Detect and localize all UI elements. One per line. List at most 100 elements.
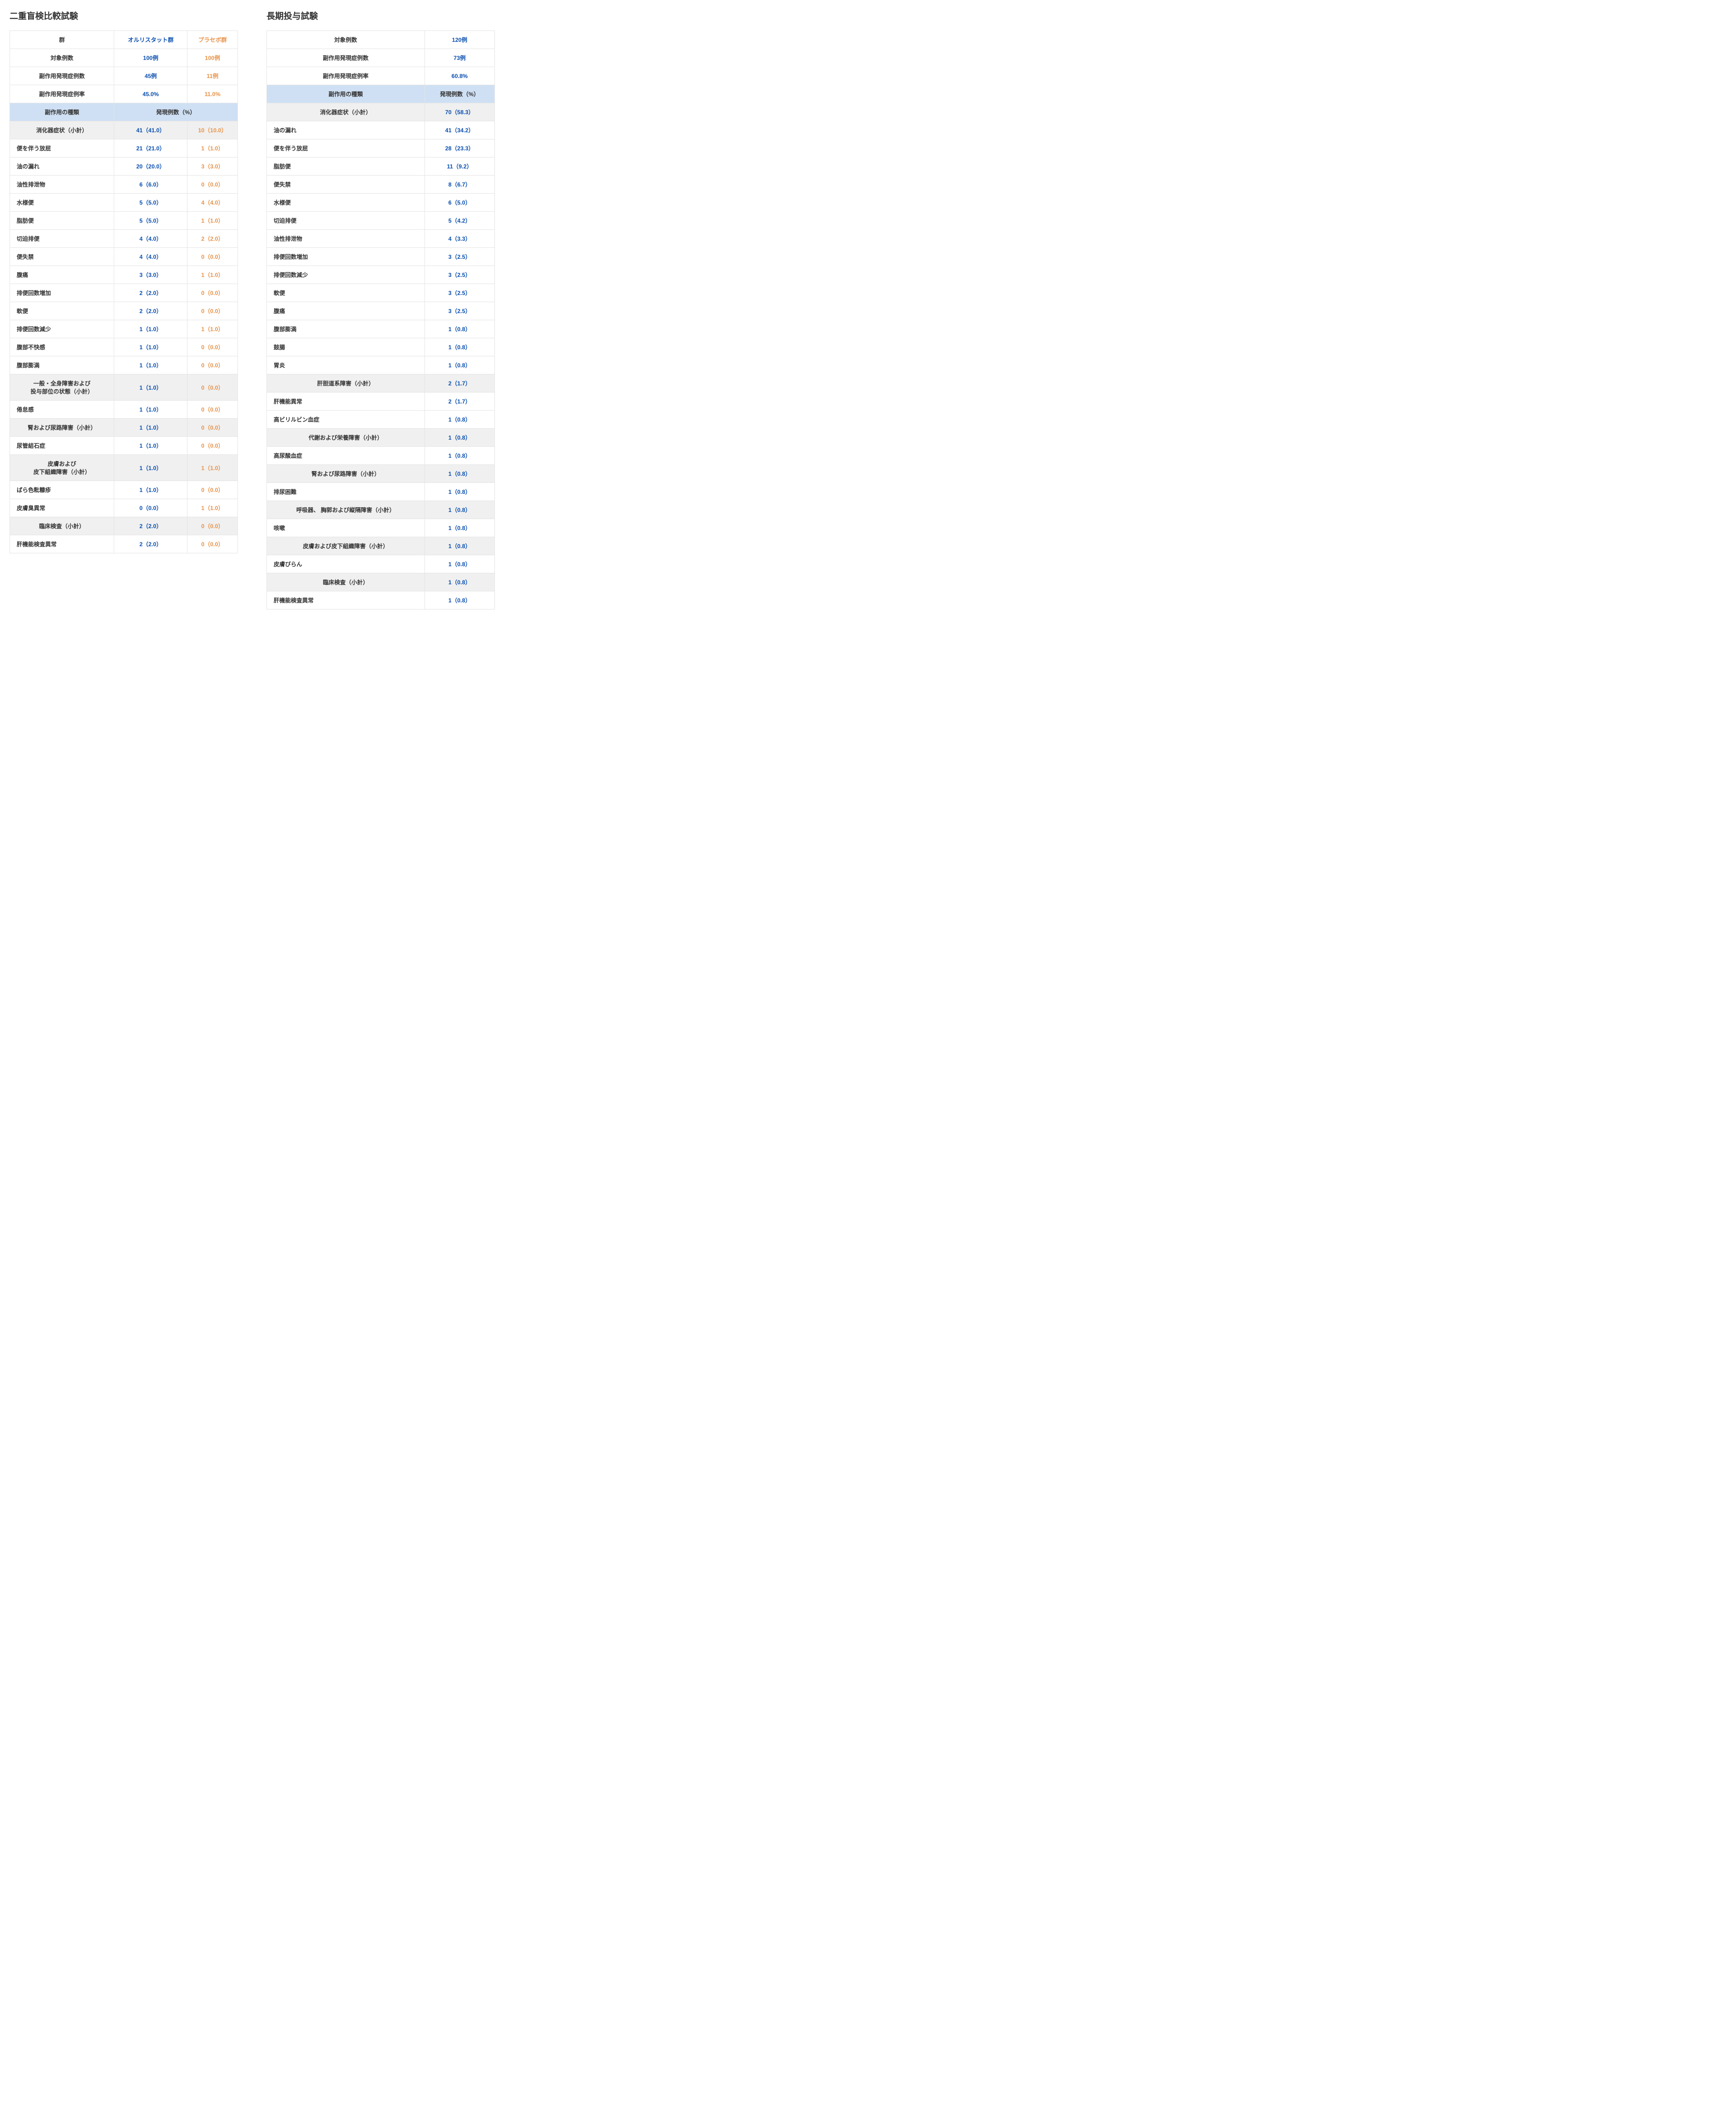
table-row: 胃炎1（0.8） xyxy=(267,356,495,374)
table-row: 倦怠感1（1.0）0（0.0） xyxy=(10,401,238,419)
cell-placebo: 3（3.0） xyxy=(187,157,238,176)
table-row: 便失禁8（6.7） xyxy=(267,176,495,194)
table-row: 水様便6（5.0） xyxy=(267,194,495,212)
col-placebo: プラセボ群 xyxy=(187,31,238,49)
cell-orlistat: 1（1.0） xyxy=(114,437,187,455)
row-label: 呼吸器、 胸郭および縦隔障害（小計） xyxy=(267,501,425,519)
row-label: 鼓腸 xyxy=(267,338,425,356)
cell-placebo: 4（4.0） xyxy=(187,194,238,212)
cell-orlistat: 1（1.0） xyxy=(114,419,187,437)
cell-placebo: 0（0.0） xyxy=(187,419,238,437)
row-label: 肝機能異常 xyxy=(267,393,425,411)
cell-placebo: 0（0.0） xyxy=(187,437,238,455)
cell-orlistat: 1（1.0） xyxy=(114,374,187,401)
cell-orlistat: 1（1.0） xyxy=(114,401,187,419)
subtotal-row: 臨床検査（小計）1（0.8） xyxy=(267,573,495,591)
row-label: 臨床検査（小計） xyxy=(10,517,114,535)
cell-orlistat: 2（2.0） xyxy=(114,302,187,320)
row-label: 高ビリルビン血症 xyxy=(267,411,425,429)
row-label: 排便回数増加 xyxy=(267,248,425,266)
cell-value: 1（0.8） xyxy=(424,573,494,591)
right-table: 対象例数120例副作用発現症例数73例副作用発現症例率60.8% 副作用の種類 … xyxy=(266,30,495,610)
cell-value: 1（0.8） xyxy=(424,447,494,465)
table-row: 腹部不快感1（1.0）0（0.0） xyxy=(10,338,238,356)
table-row: 皮膚臭異常0（0.0）1（1.0） xyxy=(10,499,238,517)
cell-orlistat: 4（4.0） xyxy=(114,248,187,266)
cell-orlistat: 100例 xyxy=(114,49,187,67)
table-header-row: 群 オルリスタット群 プラセボ群 xyxy=(10,31,238,49)
cell-value: 1（0.8） xyxy=(424,356,494,374)
cell-orlistat: 5（5.0） xyxy=(114,194,187,212)
table-row: 排便回数減少1（1.0）1（1.0） xyxy=(10,320,238,338)
row-label: 副作用発現症例数 xyxy=(267,49,425,67)
row-label: 臨床検査（小計） xyxy=(267,573,425,591)
row-label: 軟便 xyxy=(10,302,114,320)
summary-row: 副作用発現症例率60.8% xyxy=(267,67,495,85)
cell-value: 3（2.5） xyxy=(424,248,494,266)
row-label: 便失禁 xyxy=(10,248,114,266)
row-label: 副作用発現症例率 xyxy=(10,85,114,103)
table-row: 油性排泄物6（6.0）0（0.0） xyxy=(10,176,238,194)
cell-placebo: 11.0% xyxy=(187,85,238,103)
summary-row: 副作用発現症例数73例 xyxy=(267,49,495,67)
cell-value: 60.8% xyxy=(424,67,494,85)
cell-value: 73例 xyxy=(424,49,494,67)
table-row: 腹部膨満1（1.0）0（0.0） xyxy=(10,356,238,374)
row-label: 腹痛 xyxy=(267,302,425,320)
row-label: 肝胆道系障害（小計） xyxy=(267,374,425,393)
cell-orlistat: 1（1.0） xyxy=(114,338,187,356)
cell-orlistat: 45例 xyxy=(114,67,187,85)
cell-value: 1（0.8） xyxy=(424,338,494,356)
cell-value: 1（0.8） xyxy=(424,519,494,537)
row-label: 副作用発現症例率 xyxy=(267,67,425,85)
table-row: 切迫排便4（4.0）2（2.0） xyxy=(10,230,238,248)
row-label: 油性排泄物 xyxy=(10,176,114,194)
summary-row: 対象例数100例100例 xyxy=(10,49,238,67)
table-row: 排便回数減少3（2.5） xyxy=(267,266,495,284)
cell-orlistat: 45.0% xyxy=(114,85,187,103)
cell-value: 120例 xyxy=(424,31,494,49)
table-row: 排便回数増加2（2.0）0（0.0） xyxy=(10,284,238,302)
row-label: 消化器症状（小計） xyxy=(267,103,425,121)
table-row: 軟便3（2.5） xyxy=(267,284,495,302)
cell-orlistat: 0（0.0） xyxy=(114,499,187,517)
cell-value: 3（2.5） xyxy=(424,266,494,284)
cell-orlistat: 2（2.0） xyxy=(114,535,187,553)
cell-placebo: 100例 xyxy=(187,49,238,67)
cell-placebo: 0（0.0） xyxy=(187,481,238,499)
cell-placebo: 1（1.0） xyxy=(187,455,238,481)
table-row: 油の漏れ41（34.2） xyxy=(267,121,495,139)
cell-value: 1（0.8） xyxy=(424,537,494,555)
row-label: 腹部膨満 xyxy=(10,356,114,374)
cell-orlistat: 20（20.0） xyxy=(114,157,187,176)
row-label: 切迫排便 xyxy=(10,230,114,248)
cell-placebo: 0（0.0） xyxy=(187,284,238,302)
row-label: 皮膚びらん xyxy=(267,555,425,573)
cell-orlistat: 2（2.0） xyxy=(114,284,187,302)
cell-orlistat: 1（1.0） xyxy=(114,356,187,374)
table-row: 肝機能異常2（1.7） xyxy=(267,393,495,411)
table-row: 水様便5（5.0）4（4.0） xyxy=(10,194,238,212)
col-orlistat: オルリスタット群 xyxy=(114,31,187,49)
subheader-type: 副作用の種類 xyxy=(10,103,114,121)
subtotal-row: 皮膚および皮下組織障害（小計）1（0.8） xyxy=(267,537,495,555)
table-row: 高尿酸血症1（0.8） xyxy=(267,447,495,465)
row-label: 消化器症状（小計） xyxy=(10,121,114,139)
row-label: 代謝および栄養障害（小計） xyxy=(267,429,425,447)
row-label: 倦怠感 xyxy=(10,401,114,419)
cell-placebo: 0（0.0） xyxy=(187,517,238,535)
col-group: 群 xyxy=(10,31,114,49)
subtotal-row: 代謝および栄養障害（小計）1（0.8） xyxy=(267,429,495,447)
row-label: 便を伴う放屁 xyxy=(267,139,425,157)
table-row: 鼓腸1（0.8） xyxy=(267,338,495,356)
subtotal-row: 一般・全身障害および投与部位の状態（小計）1（1.0）0（0.0） xyxy=(10,374,238,401)
cell-value: 1（0.8） xyxy=(424,483,494,501)
subtotal-row: 呼吸器、 胸郭および縦隔障害（小計）1（0.8） xyxy=(267,501,495,519)
row-label: 便を伴う放屁 xyxy=(10,139,114,157)
row-label: 肝機能検査異常 xyxy=(10,535,114,553)
row-label: 対象例数 xyxy=(267,31,425,49)
cell-placebo: 1（1.0） xyxy=(187,212,238,230)
cell-orlistat: 41（41.0） xyxy=(114,121,187,139)
table-row: 便を伴う放屁21（21.0）1（1.0） xyxy=(10,139,238,157)
row-label: 水様便 xyxy=(267,194,425,212)
